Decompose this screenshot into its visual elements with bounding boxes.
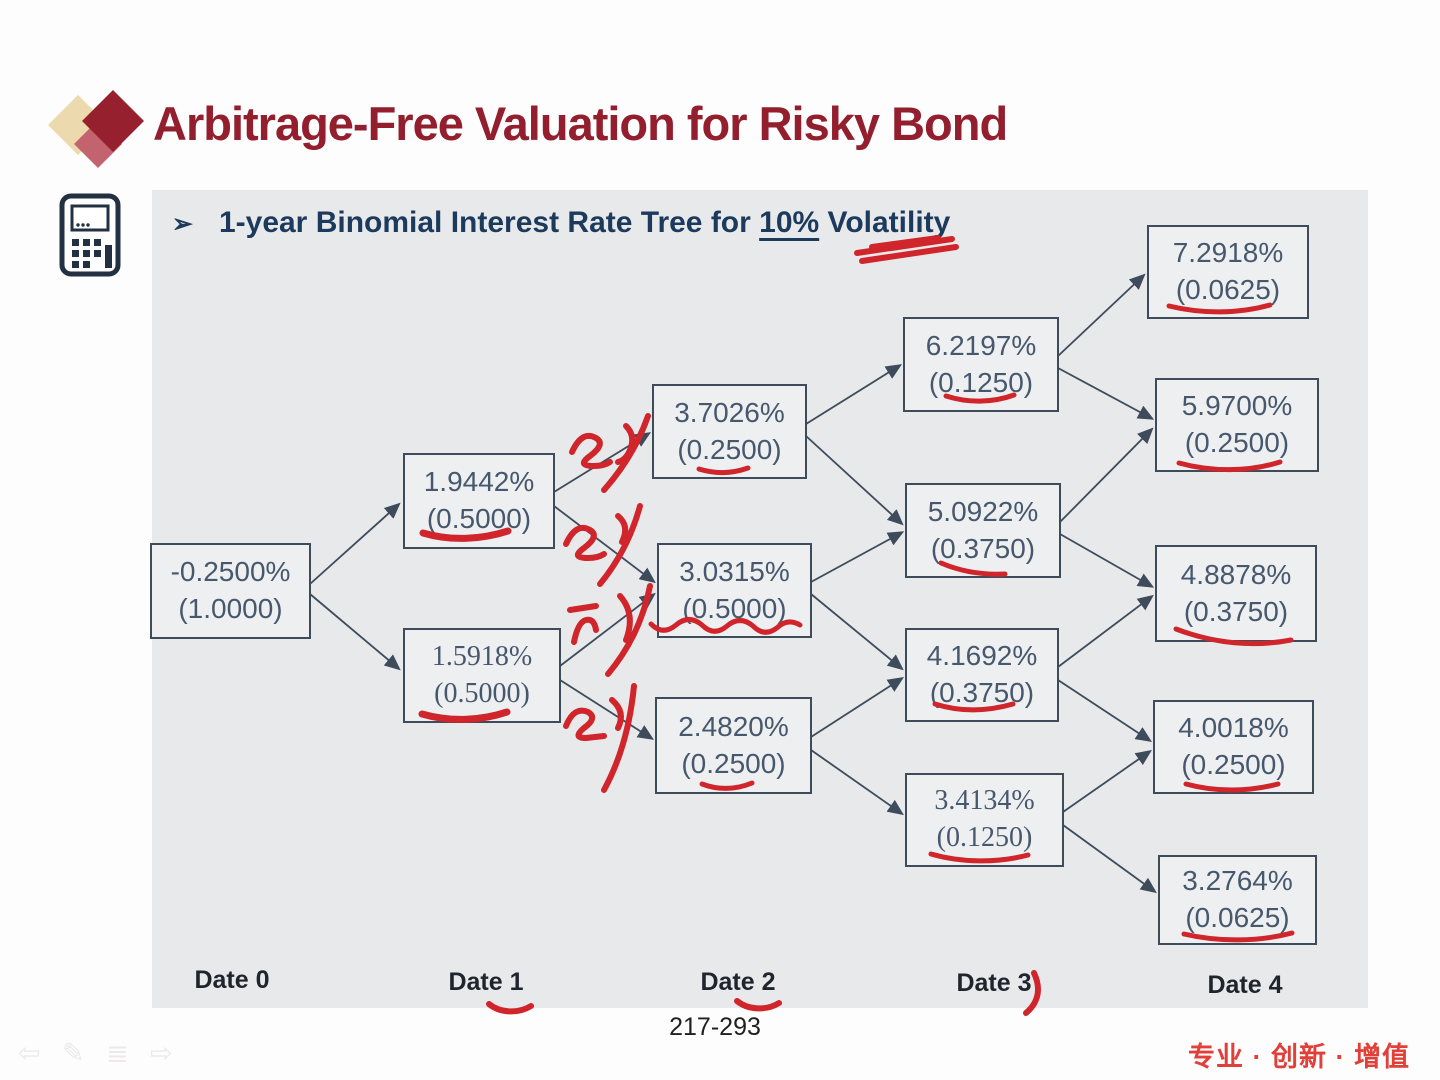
node-prob: (0.5000): [434, 677, 530, 709]
pen-icon[interactable]: ✎: [62, 1038, 85, 1068]
node-rate: 3.0315%: [679, 555, 790, 587]
tree-node-d4-1: 5.9700% (0.2500): [1155, 378, 1319, 472]
node-prob: (0.1250): [928, 366, 1034, 398]
tree-node-d4-0: 7.2918% (0.0625): [1147, 225, 1309, 319]
tree-node-d1-0: 1.9442% (0.5000): [403, 453, 555, 549]
node-prob: (0.5000): [426, 503, 532, 534]
date-label-0: Date 0: [194, 966, 270, 994]
subtitle-text: 1-year Binomial Interest Rate Tree for 1…: [218, 206, 951, 239]
date-label-2: Date 2: [700, 968, 776, 996]
logo-diamonds-icon: [48, 90, 144, 168]
node-prob: (0.1250): [936, 822, 1033, 853]
node-rate: 4.8878%: [1180, 558, 1292, 590]
tree-node-d2-0: 3.7026% (0.2500): [652, 384, 807, 479]
node-prob: (0.2500): [681, 747, 786, 779]
node-rate: 4.1692%: [926, 640, 1038, 672]
node-prob: (0.2500): [1184, 427, 1290, 458]
node-prob: (0.2500): [1181, 749, 1286, 780]
date-label-1: Date 1: [448, 968, 524, 996]
node-rate: 2.4820%: [678, 710, 789, 742]
subtitle-highlight: 10%: [759, 206, 820, 239]
tree-node-d4-3: 4.0018% (0.2500): [1153, 700, 1314, 794]
tree-node-d1-1: 1.5918% (0.5000): [403, 628, 561, 723]
brand-slogan: 专业 · 创新 · 增值: [1188, 1042, 1410, 1072]
arrow-bullet-icon: ➢: [172, 210, 193, 238]
date-label-3: Date 3: [956, 969, 1032, 997]
list-icon[interactable]: ≣: [106, 1038, 129, 1068]
calculator-icon: [59, 193, 121, 277]
node-prob: (1.0000): [178, 593, 283, 624]
page-title: Arbitrage-Free Valuation for Risky Bond: [153, 97, 1008, 150]
node-prob: (0.3750): [930, 532, 1036, 564]
forward-arrow-icon[interactable]: ⇨: [150, 1038, 173, 1068]
node-rate: 4.0018%: [1178, 712, 1289, 744]
tree-node-d3-0: 6.2197% (0.1250): [903, 317, 1059, 412]
node-rate: 7.2918%: [1172, 237, 1284, 269]
node-prob: (0.3750): [929, 677, 1035, 708]
node-rate: 3.7026%: [674, 396, 785, 428]
tree-node-d3-1: 5.0922% (0.3750): [905, 483, 1061, 578]
tree-node-d3-2: 4.1692% (0.3750): [905, 628, 1059, 722]
node-rate: 3.4134%: [934, 785, 1035, 817]
node-prob: (0.2500): [677, 433, 782, 465]
node-rate: -0.2500%: [170, 556, 291, 588]
tree-node-d3-3: 3.4134% (0.1250): [905, 773, 1064, 867]
tree-node-d0-0: -0.2500% (1.0000): [150, 543, 311, 639]
back-arrow-icon[interactable]: ⇦: [18, 1038, 41, 1068]
node-prob: (0.3750): [1183, 595, 1289, 627]
node-rate: 1.5918%: [431, 640, 533, 672]
node-rate: 5.9700%: [1181, 390, 1293, 422]
tree-node-d2-1: 3.0315% (0.5000): [657, 543, 812, 638]
node-rate: 1.9442%: [423, 466, 535, 498]
node-prob: (0.0625): [1175, 274, 1281, 305]
node-rate: 5.0922%: [927, 495, 1039, 527]
tree-node-d4-4: 3.2764% (0.0625): [1158, 855, 1317, 945]
node-prob: (0.0625): [1185, 902, 1290, 933]
node-prob: (0.5000): [682, 592, 787, 624]
date-label-4: Date 4: [1207, 971, 1283, 999]
slide-subtitle: ➢ 1-year Binomial Interest Rate Tree for…: [172, 206, 1272, 240]
tree-node-d2-2: 2.4820% (0.2500): [655, 697, 812, 794]
tree-node-d4-2: 4.8878% (0.3750): [1155, 545, 1317, 642]
page-number: 217-293: [669, 1013, 761, 1041]
node-rate: 6.2197%: [925, 329, 1037, 361]
node-rate: 3.2764%: [1182, 865, 1293, 897]
